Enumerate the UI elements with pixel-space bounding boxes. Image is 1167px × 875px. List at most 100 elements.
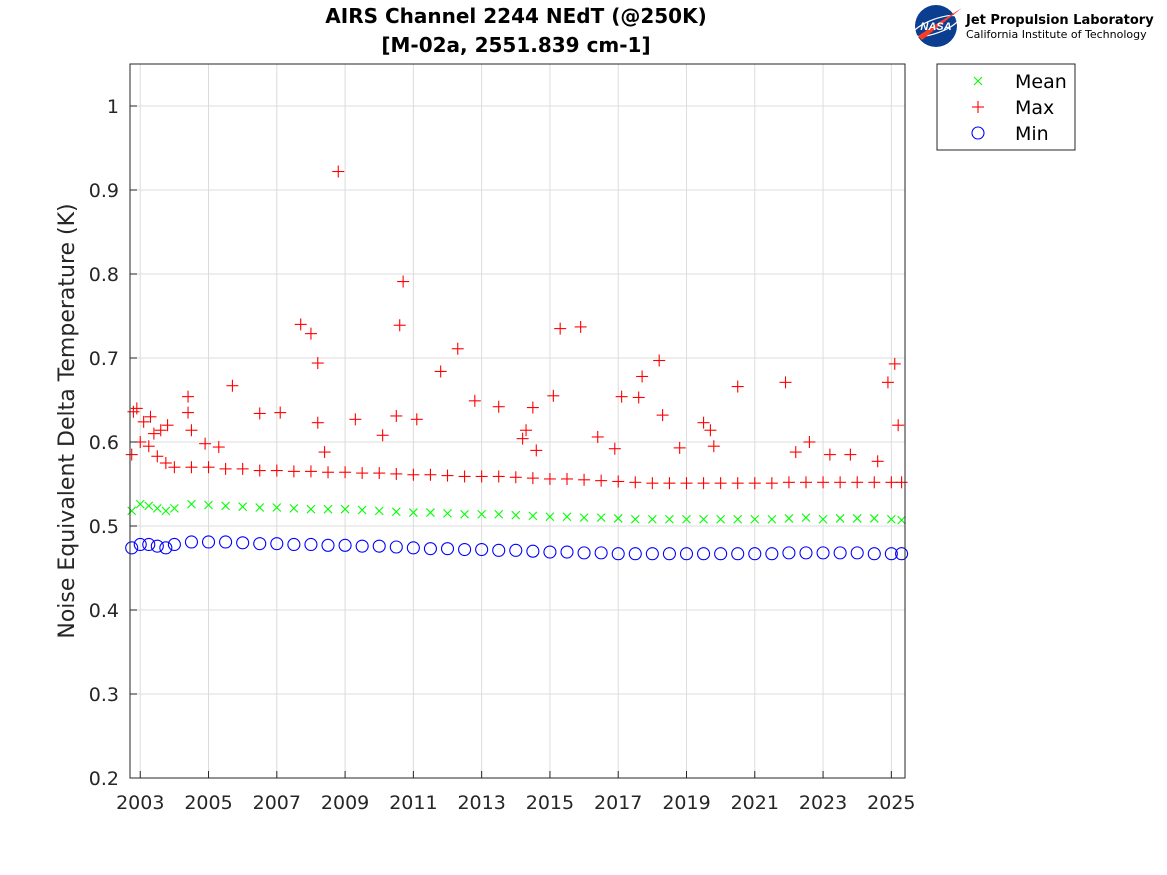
mean-point — [579, 513, 589, 522]
max-point — [226, 379, 239, 392]
nasa-orbit-icon — [912, 14, 960, 38]
mean-point — [408, 508, 418, 517]
legend-marker-max — [972, 101, 984, 113]
max-point — [410, 413, 423, 426]
max-point — [199, 437, 212, 450]
max-point — [332, 165, 345, 178]
max-point — [817, 476, 830, 489]
mean-point — [665, 514, 674, 524]
max-point — [547, 389, 560, 402]
y-tick-label: 0.5 — [89, 516, 119, 538]
max-point — [578, 473, 591, 486]
min-point — [731, 547, 745, 561]
min-point — [201, 535, 216, 549]
min-point — [389, 540, 403, 554]
max-point — [543, 472, 556, 485]
max-point — [168, 461, 181, 474]
legend: Mean Max Min — [936, 63, 1076, 151]
max-point — [844, 448, 857, 461]
max-point — [656, 409, 669, 422]
max-point — [468, 394, 481, 407]
max-point — [697, 477, 710, 490]
max-point — [595, 474, 608, 487]
max-point — [142, 440, 155, 453]
min-point — [662, 547, 676, 561]
max-point — [636, 370, 649, 383]
min-point — [184, 535, 199, 549]
max-point — [591, 430, 604, 443]
max-point — [707, 440, 720, 453]
min-point — [270, 537, 284, 551]
min-point — [679, 547, 694, 561]
max-point — [144, 410, 157, 423]
max-point — [615, 390, 628, 403]
max-point — [161, 419, 174, 432]
max-point — [765, 477, 778, 490]
mean-point — [443, 509, 452, 518]
nasa-logo: NASA — [912, 5, 962, 47]
mean-point — [818, 514, 828, 524]
max-point — [304, 465, 317, 478]
y-tick-label: 0.4 — [89, 600, 119, 622]
x-tick-label: 2017 — [594, 792, 642, 814]
max-point — [731, 380, 744, 393]
max-point — [137, 415, 150, 428]
max-point — [561, 472, 574, 485]
mean-point — [545, 512, 555, 522]
min-point — [526, 544, 540, 558]
y-tick-label: 0.9 — [89, 180, 119, 202]
min-point — [219, 535, 233, 549]
min-point — [543, 545, 557, 559]
max-point — [202, 461, 215, 474]
mean-point — [323, 504, 333, 514]
max-point — [212, 441, 225, 454]
max-point — [147, 427, 160, 440]
series-min — [125, 535, 909, 561]
max-point — [397, 275, 410, 288]
max-point — [274, 406, 287, 419]
min-point — [509, 543, 523, 557]
series-mean — [127, 499, 906, 525]
mean-point — [144, 501, 154, 511]
max-point — [673, 441, 686, 454]
mean-point — [391, 507, 401, 517]
mean-point — [897, 515, 906, 525]
mean-point — [852, 514, 862, 523]
max-point — [318, 446, 331, 459]
legend-marker-mean — [973, 76, 983, 86]
max-point — [516, 432, 529, 445]
y-tick-label: 0.6 — [89, 432, 119, 454]
min-point — [440, 542, 455, 556]
mean-point — [187, 499, 196, 509]
axis-ticks: 2003 2005 2007 2009 2011 2013 2015 2017 2019 2021… — [89, 96, 916, 814]
min-point — [628, 547, 642, 561]
max-point — [799, 476, 812, 489]
max-point — [888, 357, 901, 370]
max-point — [270, 464, 283, 477]
mean-point — [596, 513, 606, 522]
chart-title-line-1: AIRS Channel 2244 NEdT (@250K) — [325, 4, 706, 28]
mean-point — [528, 511, 538, 521]
max-point — [892, 419, 905, 432]
min-point — [560, 545, 574, 559]
mean-point — [238, 502, 248, 512]
x-tick-label: 2007 — [253, 792, 301, 814]
max-point — [526, 401, 539, 414]
mean-point — [135, 499, 145, 509]
min-point — [645, 547, 659, 561]
max-point — [554, 322, 567, 335]
max-point — [803, 436, 816, 448]
mean-point — [306, 504, 316, 514]
min-point — [577, 546, 591, 560]
max-point — [390, 409, 403, 422]
min-point — [458, 542, 472, 557]
max-point — [236, 462, 249, 475]
max-point — [253, 464, 266, 477]
plot-area — [130, 64, 905, 778]
max-point — [407, 468, 420, 481]
x-tick-label: 2019 — [662, 792, 710, 814]
mean-point — [886, 514, 896, 524]
max-point — [356, 467, 369, 480]
max-point — [574, 320, 587, 333]
max-point — [424, 468, 437, 481]
